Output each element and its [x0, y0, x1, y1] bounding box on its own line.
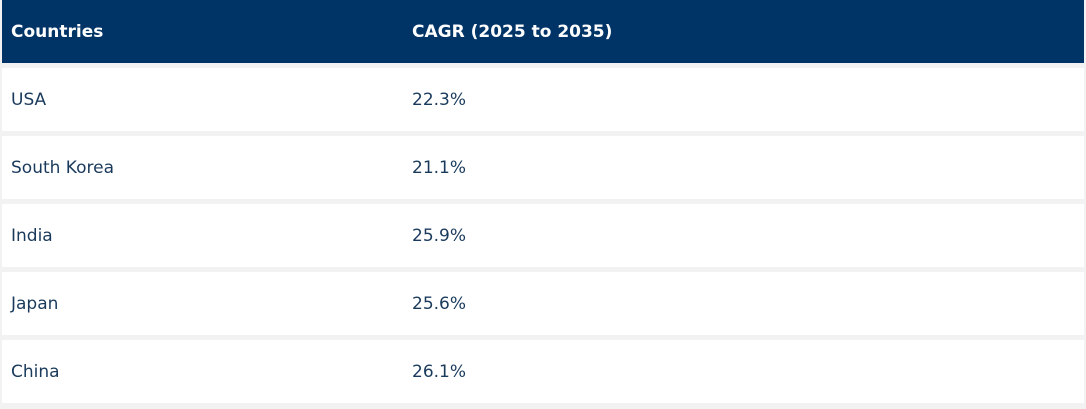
header-countries: Countries — [11, 21, 104, 42]
country-cell: South Korea — [11, 157, 115, 178]
table-row: USA 22.3% — [2, 68, 1084, 131]
country-cell: USA — [11, 89, 47, 110]
country-cell: China — [11, 361, 60, 382]
cagr-cell: 22.3% — [412, 89, 467, 110]
header-cagr: CAGR (2025 to 2035) — [412, 21, 613, 42]
table-header: Countries CAGR (2025 to 2035) — [2, 0, 1084, 63]
table-row: India 25.9% — [2, 204, 1084, 267]
cagr-cell: 25.9% — [412, 225, 467, 246]
table-row: China 26.1% — [2, 340, 1084, 403]
cagr-cell: 21.1% — [412, 157, 467, 178]
cagr-cell: 26.1% — [412, 361, 467, 382]
cagr-cell: 25.6% — [412, 293, 467, 314]
table-row: Japan 25.6% — [2, 272, 1084, 335]
table-row: South Korea 21.1% — [2, 136, 1084, 199]
country-cell: India — [11, 225, 53, 246]
country-cell: Japan — [11, 293, 59, 314]
